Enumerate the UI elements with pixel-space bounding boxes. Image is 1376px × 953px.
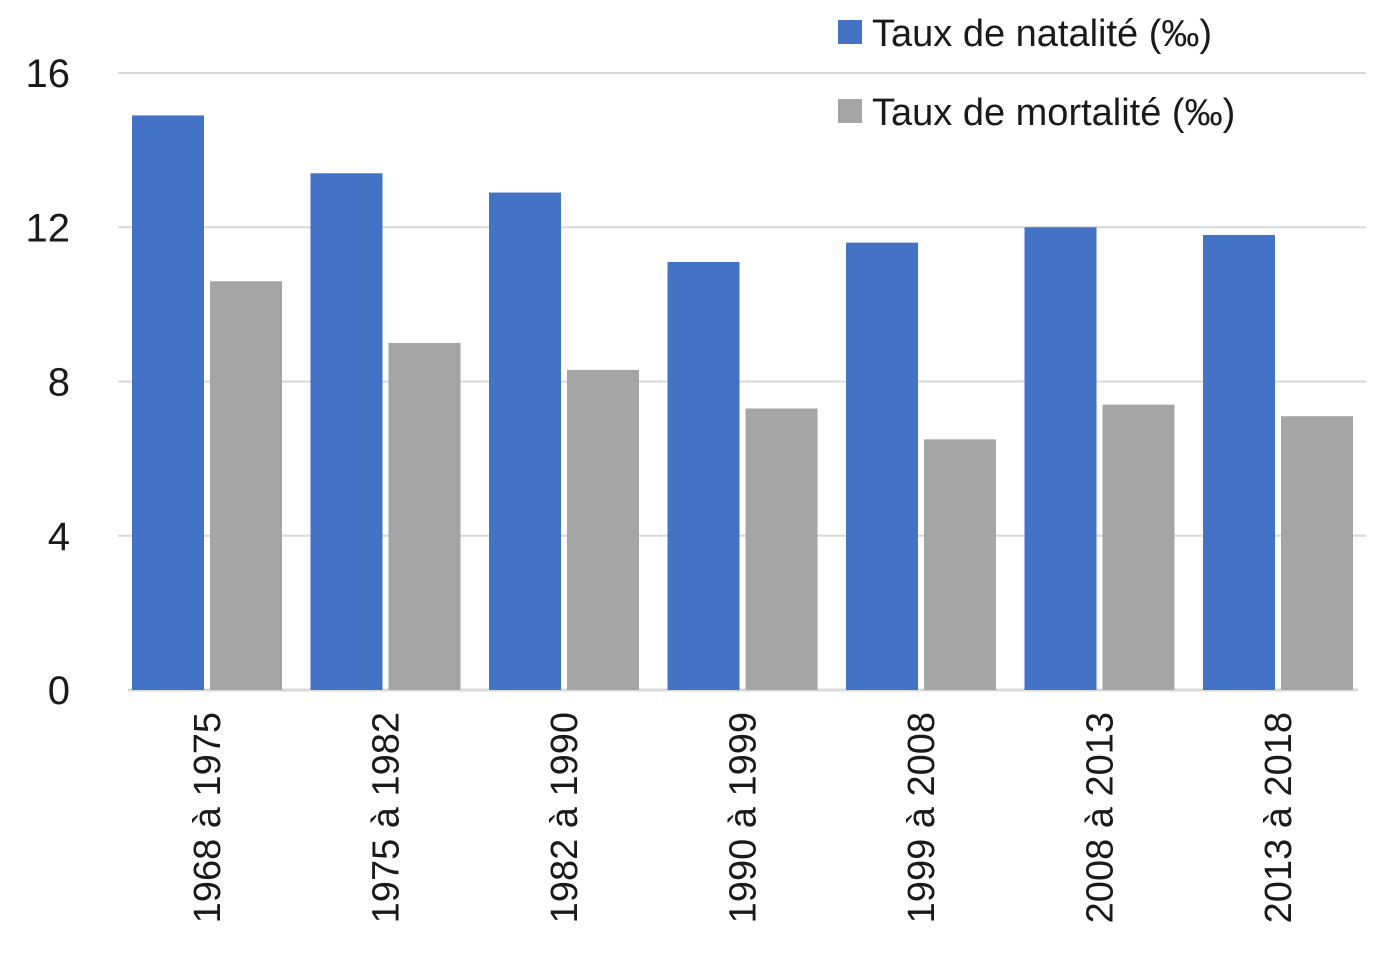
bar-natalite-2: [489, 192, 561, 690]
bar-mortalite-1: [388, 342, 461, 690]
y-tick-label: 4: [48, 515, 70, 559]
bar-natalite-1: [310, 173, 383, 690]
bar-mortalite-6: [1281, 416, 1353, 690]
x-category-label: 2013 à 2018: [1258, 712, 1300, 923]
y-axis-ticks: 0 4 8 12 16: [26, 52, 71, 713]
legend-label: Taux de natalité (‰): [872, 13, 1212, 55]
y-tick-label: 8: [48, 361, 70, 405]
bar-mortalite-4: [924, 439, 996, 690]
bar-mortalite-3: [745, 408, 818, 690]
x-axis-labels: 1968 à 1975 1975 à 1982 1982 à 1990 1990 à …: [187, 712, 1300, 923]
x-category-label: 1990 à 1999: [723, 712, 765, 923]
bar-natalite-0: [132, 115, 204, 690]
bars: [132, 115, 1353, 691]
bar-natalite-6: [1203, 234, 1275, 690]
x-category-label: 1999 à 2008: [901, 712, 943, 923]
bar-mortalite-5: [1102, 404, 1175, 690]
y-tick-label: 16: [26, 52, 71, 96]
legend-swatch: [838, 20, 862, 44]
x-category-label: 1968 à 1975: [187, 712, 229, 923]
bar-natalite-3: [667, 261, 740, 690]
legend-swatch: [838, 99, 862, 123]
gridlines: [118, 72, 1366, 692]
bar-natalite-5: [1024, 227, 1097, 690]
bar-natalite-4: [846, 242, 918, 691]
legend-label: Taux de mortalité (‰): [872, 92, 1235, 134]
bar-mortalite-0: [210, 281, 282, 690]
legend: Taux de natalité (‰) Taux de mortalité (‰…: [838, 13, 1235, 134]
bar-mortalite-2: [567, 369, 639, 690]
x-category-label: 1982 à 1990: [544, 712, 586, 923]
y-tick-label: 12: [26, 206, 71, 250]
x-category-label: 2008 à 2013: [1080, 712, 1122, 923]
y-tick-label: 0: [48, 669, 70, 713]
x-category-label: 1975 à 1982: [366, 712, 408, 923]
